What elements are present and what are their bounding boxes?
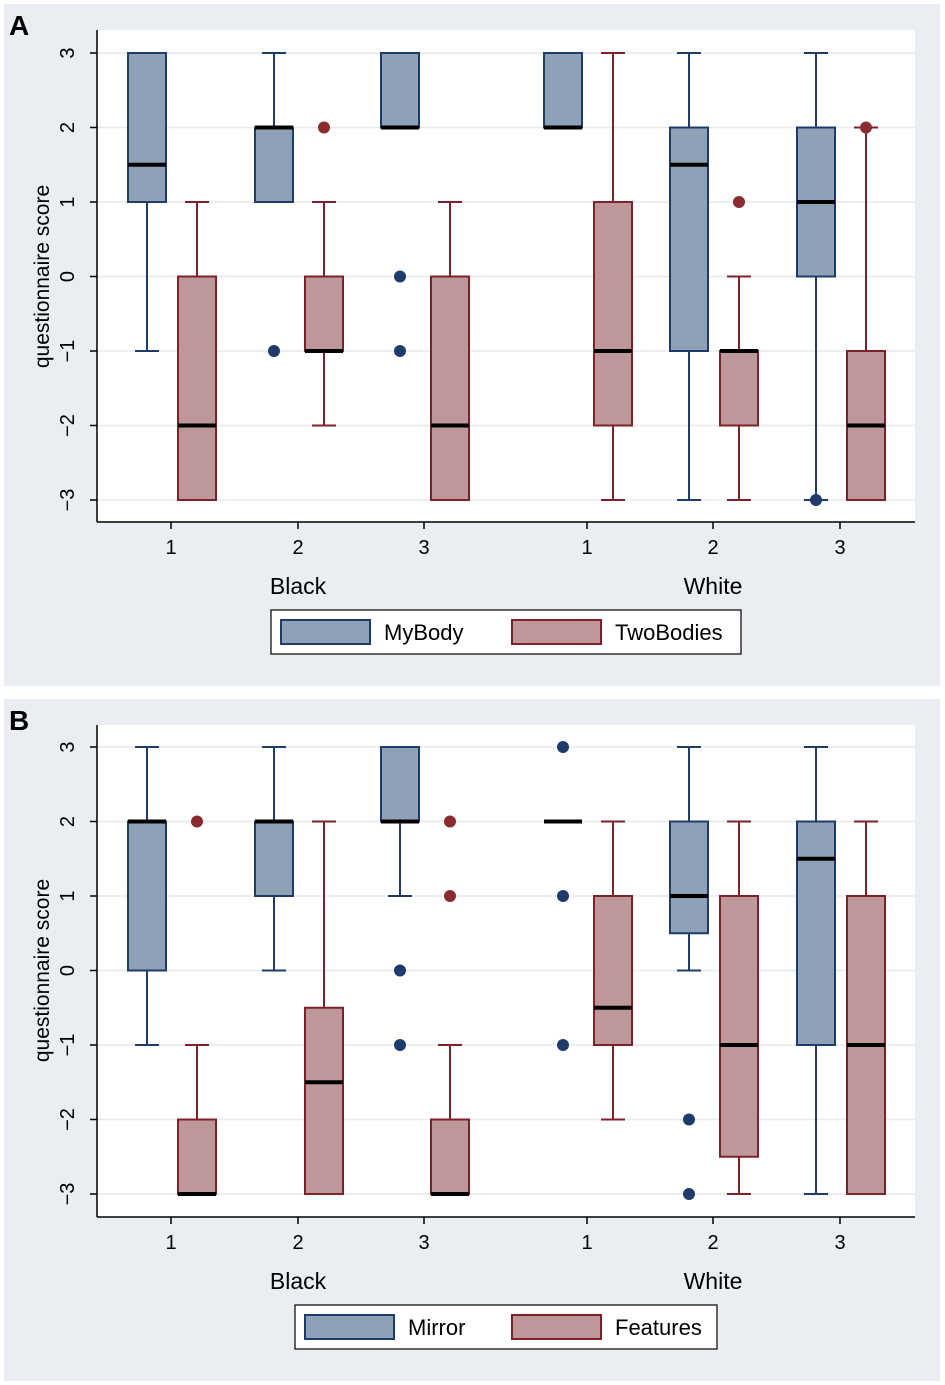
box: [304, 275, 344, 352]
box: [593, 895, 633, 1046]
y-tick-label: 3: [57, 47, 79, 58]
y-axis-label: questionnaire score: [31, 879, 54, 1062]
outlier-point: [733, 196, 745, 208]
box: [127, 820, 167, 972]
outlier-point: [860, 121, 872, 134]
legend-swatch: [280, 619, 371, 645]
box: [380, 746, 420, 823]
box: [593, 201, 633, 427]
box: [430, 275, 470, 501]
outlier-point: [318, 121, 330, 134]
panel-label: A: [9, 10, 30, 41]
box: [719, 350, 759, 427]
x-tick-label: 1: [581, 1232, 592, 1254]
y-tick-label: 2: [57, 816, 79, 827]
y-tick-label: −1: [57, 340, 79, 363]
legend-label: Mirror: [408, 1315, 465, 1340]
outlier-point: [268, 345, 280, 357]
x-tick-label: 2: [707, 1232, 718, 1254]
x-tick-label: 1: [581, 537, 592, 559]
y-tick-label: 2: [57, 122, 79, 133]
box: [380, 52, 420, 129]
outlier-point: [394, 270, 406, 283]
legend-label: Features: [615, 1315, 702, 1340]
box: [304, 1006, 344, 1195]
group-label: Black: [270, 573, 327, 599]
outlier-point: [394, 1039, 406, 1051]
legend-label: MyBody: [384, 620, 463, 645]
outlier-point: [557, 1039, 569, 1051]
box: [254, 820, 294, 897]
outlier-point: [191, 815, 203, 828]
outlier-point: [394, 345, 406, 357]
outlier-point: [394, 964, 406, 977]
box: [177, 275, 217, 501]
box: [719, 895, 759, 1158]
box: [430, 1118, 470, 1195]
y-tick-label: 1: [57, 890, 79, 901]
y-tick-label: −3: [57, 489, 79, 512]
outlier-point: [683, 1113, 695, 1126]
box: [127, 52, 167, 203]
y-tick-label: 1: [57, 196, 79, 207]
y-tick-label: −2: [57, 414, 79, 437]
x-tick-label: 2: [292, 537, 303, 559]
legend-swatch: [304, 1314, 395, 1340]
outlier-point: [810, 494, 822, 506]
legend-label: TwoBodies: [615, 620, 723, 645]
box: [669, 820, 709, 935]
x-tick-label: 2: [707, 537, 718, 559]
y-axis-label: questionnaire score: [31, 185, 54, 368]
y-tick-label: 3: [57, 741, 79, 752]
outlier-point: [557, 890, 569, 902]
y-tick-label: −3: [57, 1183, 79, 1206]
legend-swatch: [511, 1314, 602, 1340]
panel-b: B −3 −2 −1 0 1 2 3 questionnaire score 1 2 3 1 2 3 Bla…: [4, 699, 940, 1381]
y-tick-label: −1: [57, 1034, 79, 1057]
y-tick-label: −2: [57, 1108, 79, 1131]
box: [543, 52, 583, 129]
x-tick-label: 3: [834, 1232, 845, 1254]
x-tick-label: 2: [292, 1232, 303, 1254]
x-tick-label: 1: [165, 1232, 176, 1254]
outlier-point: [444, 890, 456, 902]
group-label: White: [684, 1268, 743, 1294]
x-tick-label: 3: [834, 537, 845, 559]
box: [254, 126, 294, 203]
outlier-point: [444, 815, 456, 828]
panel-label: B: [9, 705, 30, 736]
box: [796, 820, 836, 1046]
group-label: Black: [270, 1268, 327, 1294]
box: [177, 1118, 217, 1195]
x-tick-label: 1: [165, 537, 176, 559]
legend-swatch: [511, 619, 602, 645]
group-label: White: [684, 573, 743, 599]
panel-a: A −3 −2 −1 0 1 2 3 questionnaire score 1 2 3 1 2 3 Bla…: [4, 4, 940, 686]
outlier-point: [557, 741, 569, 753]
box: [669, 126, 709, 352]
y-tick-label: 0: [57, 271, 79, 282]
x-tick-label: 3: [418, 1232, 429, 1254]
y-tick-label: 0: [57, 965, 79, 976]
outlier-point: [683, 1188, 695, 1200]
x-tick-label: 3: [418, 537, 429, 559]
